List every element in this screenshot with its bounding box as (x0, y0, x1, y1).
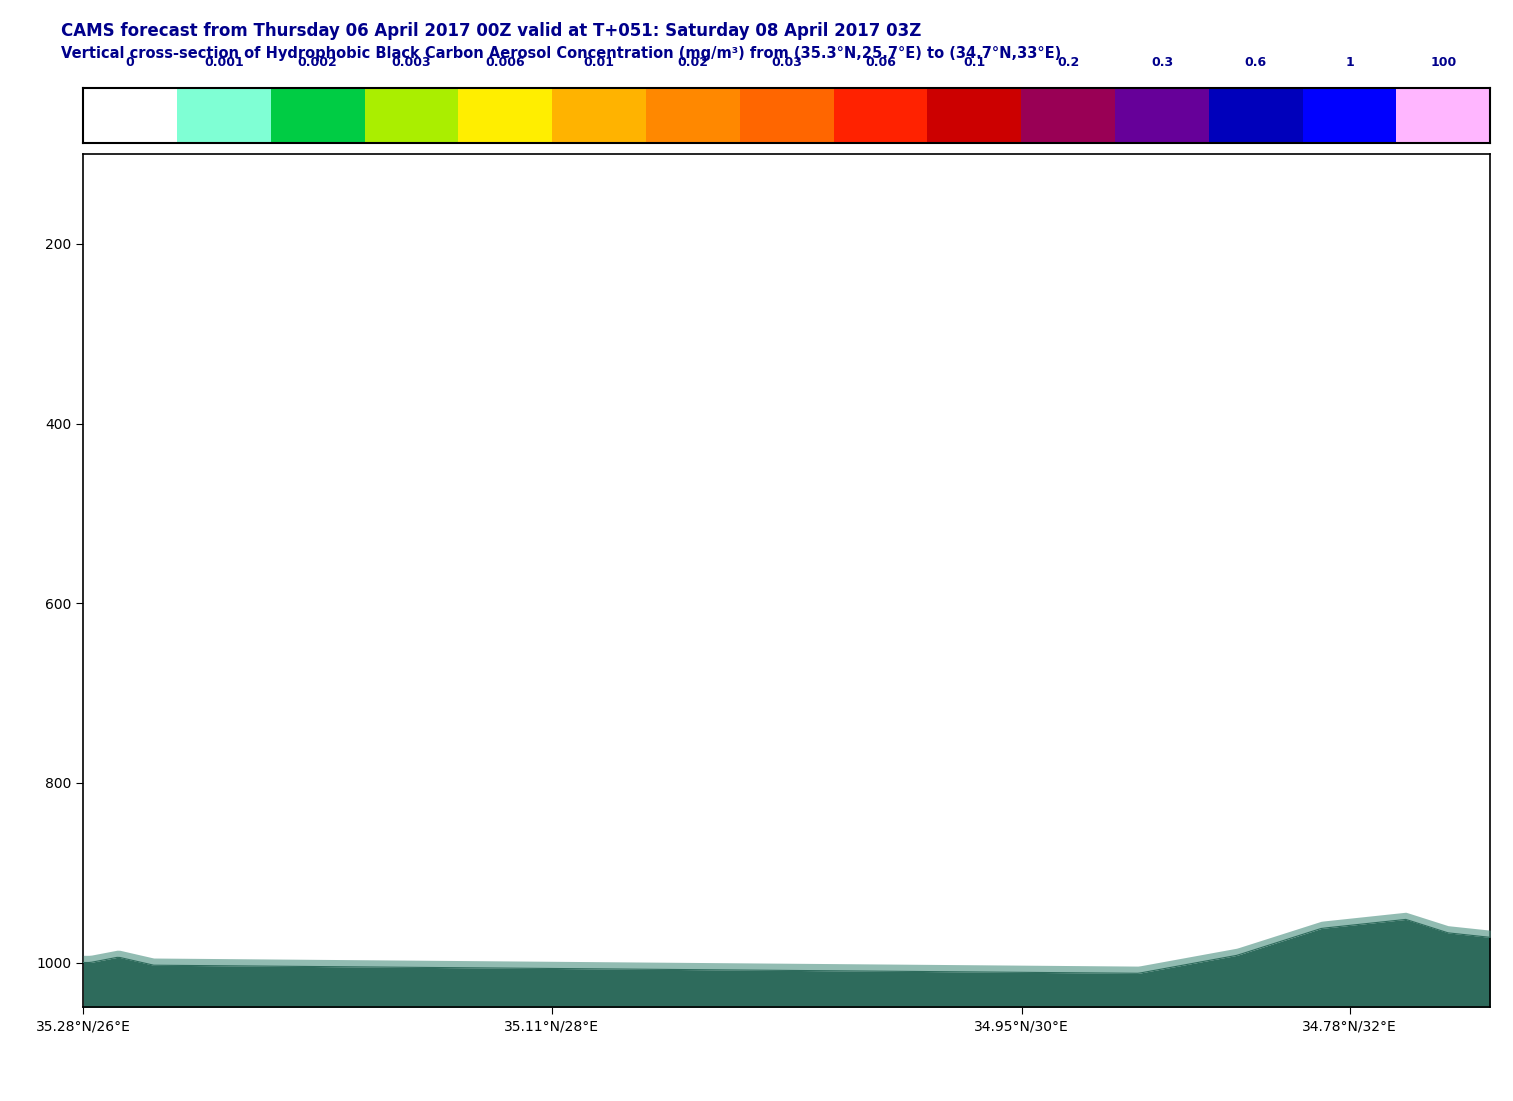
Text: 0.6: 0.6 (1245, 56, 1266, 68)
Bar (458, 88, 552, 143)
Bar (365, 88, 458, 143)
Text: 100: 100 (1430, 56, 1457, 68)
Bar (1396, 88, 1490, 143)
Text: 0.006: 0.006 (486, 56, 525, 68)
Text: 0.1: 0.1 (964, 56, 985, 68)
Bar (177, 88, 271, 143)
Bar (1209, 88, 1303, 143)
Text: 0.3: 0.3 (1151, 56, 1173, 68)
Text: 0.06: 0.06 (865, 56, 896, 68)
Bar (271, 88, 365, 143)
Text: 0.2: 0.2 (1058, 56, 1079, 68)
Text: 0.02: 0.02 (678, 56, 708, 68)
Bar (83, 88, 177, 143)
Bar (552, 88, 646, 143)
Text: 0.01: 0.01 (584, 56, 614, 68)
Text: 0.002: 0.002 (298, 56, 337, 68)
Text: 0: 0 (126, 56, 135, 68)
Bar (1115, 88, 1209, 143)
Text: 0.003: 0.003 (392, 56, 431, 68)
Bar (834, 88, 927, 143)
Bar (1303, 88, 1396, 143)
Text: 0.03: 0.03 (772, 56, 802, 68)
Bar (1021, 88, 1115, 143)
Bar (927, 88, 1021, 143)
Text: CAMS forecast from Thursday 06 April 2017 00Z valid at T+051: Saturday 08 April : CAMS forecast from Thursday 06 April 201… (61, 22, 921, 40)
Text: Vertical cross-section of Hydrophobic Black Carbon Aerosol Concentration (mg/m³): Vertical cross-section of Hydrophobic Bl… (61, 46, 1061, 62)
Bar (740, 88, 834, 143)
Bar (646, 88, 740, 143)
Text: 1: 1 (1345, 56, 1354, 68)
Text: 0.001: 0.001 (204, 56, 244, 68)
